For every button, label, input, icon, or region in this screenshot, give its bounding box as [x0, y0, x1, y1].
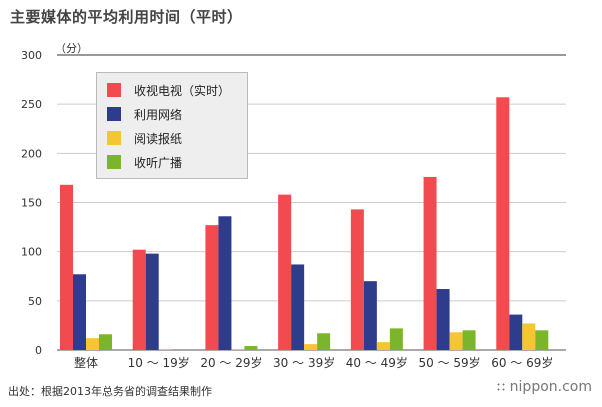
legend-swatch-newspaper: [107, 131, 121, 145]
y-tick-label: 300: [21, 49, 42, 62]
bar: [60, 184, 73, 350]
legend-label-radio: 收听广播: [134, 155, 183, 170]
y-tick-label: 250: [21, 98, 42, 111]
bar: [145, 253, 159, 350]
bar: [291, 264, 305, 350]
legend-label-internet: 利用网络: [134, 107, 183, 122]
bar: [99, 334, 112, 350]
bar: [73, 274, 86, 350]
legend-item-newspaper: 阅读报纸: [107, 126, 247, 150]
bar: [389, 328, 403, 350]
bar: [317, 333, 331, 350]
bar: [496, 97, 510, 351]
y-tick-label: 150: [21, 197, 42, 210]
bar: [509, 314, 523, 350]
legend-swatch-internet: [107, 107, 121, 121]
bar: [244, 346, 258, 350]
logo-text: nippon.com: [509, 379, 592, 395]
y-axis-unit: （分）: [55, 42, 88, 55]
bar: [376, 342, 390, 350]
x-tick-label: 20 ～ 29岁: [200, 355, 262, 370]
bar: [522, 323, 536, 350]
bar: [205, 225, 219, 350]
bar: [462, 330, 476, 350]
x-tick-label: 整体: [74, 355, 98, 370]
legend-swatch-radio: [107, 155, 121, 169]
bar: [218, 216, 232, 350]
bar: [86, 338, 99, 350]
x-tick-label: 40 ～ 49岁: [346, 355, 408, 370]
source-note: 出处：根据2013年总务省的调查结果制作: [8, 385, 212, 398]
x-tick-label: 50 ～ 59岁: [418, 355, 480, 370]
bar: [423, 176, 437, 350]
x-tick-label: 30 ～ 39岁: [273, 355, 335, 370]
y-tick-label: 100: [21, 246, 42, 259]
bar: [158, 349, 172, 350]
bar: [304, 344, 318, 350]
legend: 收视电视（实时） 利用网络 阅读报纸 收听广播: [96, 72, 248, 179]
bar: [278, 194, 292, 350]
x-tick-label: 60 ～ 69岁: [491, 355, 553, 370]
bar: [449, 332, 463, 350]
chart-title: 主要媒体的平均利用时间（平时）: [10, 8, 243, 26]
bar: [350, 209, 364, 350]
bar: [363, 281, 377, 350]
legend-label-newspaper: 阅读报纸: [134, 131, 183, 146]
bar: [231, 349, 245, 350]
y-tick-label: 0: [35, 344, 42, 357]
nippon-dots-icon: [495, 382, 506, 392]
legend-item-tv: 收视电视（实时）: [107, 78, 247, 102]
y-tick-label: 200: [21, 147, 42, 160]
x-tick-label: 10 ～ 19岁: [128, 355, 190, 370]
bar: [132, 249, 146, 350]
legend-label-tv: 收视电视（实时）: [134, 83, 231, 98]
bar: [535, 330, 549, 350]
legend-swatch-tv: [107, 83, 121, 97]
y-tick-label: 50: [28, 295, 42, 308]
bar: [436, 289, 450, 350]
legend-item-radio: 收听广播: [107, 150, 247, 174]
legend-item-internet: 利用网络: [107, 102, 247, 126]
nippon-logo[interactable]: nippon.com: [495, 379, 592, 395]
